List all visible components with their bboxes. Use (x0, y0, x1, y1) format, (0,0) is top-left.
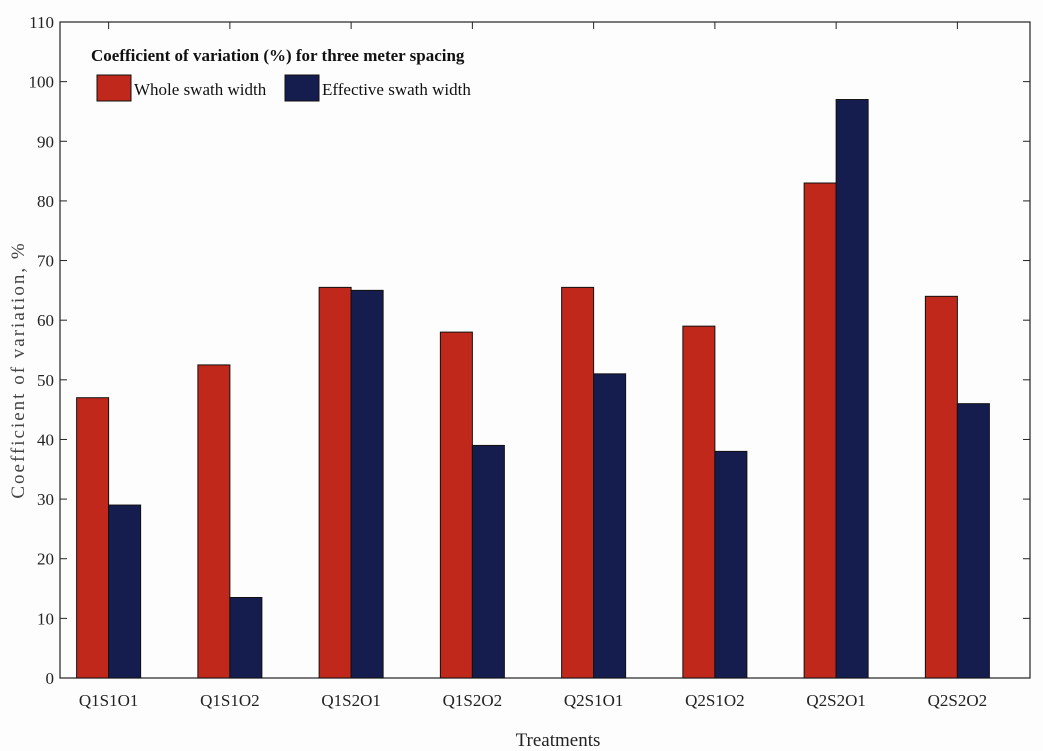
legend-swatch-whole (96, 74, 132, 102)
x-axis-label: Treatments (516, 730, 601, 751)
x-tick-label: Q1S2O1 (321, 691, 381, 710)
bar-effective-swath (714, 450, 748, 679)
y-axis-label: Coefficient of variation, % (8, 241, 29, 498)
bar-whole-swath (803, 182, 837, 679)
x-tick-label: Q2S2O1 (806, 691, 866, 710)
bar-effective-swath (593, 373, 627, 679)
x-tick-label: Q2S2O2 (928, 691, 988, 710)
legend-label-effective: Effective swath width (322, 80, 471, 99)
y-tick-label: 30 (37, 490, 54, 509)
y-tick-label: 100 (29, 73, 55, 92)
bar-whole-swath (318, 286, 352, 679)
plot-area (59, 21, 1031, 679)
legend-label-whole: Whole swath width (134, 80, 267, 99)
bar-whole-swath (682, 325, 716, 679)
x-tick-label: Q1S1O2 (200, 691, 260, 710)
y-tick-label: 110 (29, 13, 54, 32)
y-tick-label: 80 (37, 192, 54, 211)
legend-swatch-effective (284, 74, 320, 102)
legend-title: Coefficient of variation (%) for three m… (91, 46, 465, 65)
y-tick-label: 10 (37, 609, 54, 628)
x-tick-label: Q1S1O1 (79, 691, 139, 710)
y-tick-label: 20 (37, 550, 54, 569)
y-tick-label: 70 (37, 252, 54, 271)
y-tick-label: 60 (37, 311, 54, 330)
y-tick-label: 50 (37, 371, 54, 390)
bar-effective-swath (229, 596, 263, 679)
bar-whole-swath (76, 397, 110, 679)
bars-group (76, 99, 990, 679)
bar-whole-swath (561, 286, 595, 679)
x-axis: Q1S1O1 Q1S1O2 Q1S2O1 Q1S2O2 Q2S1O1 Q2S1O2 Q2S2… (79, 22, 987, 710)
x-tick-label: Q2S1O2 (685, 691, 745, 710)
bar-whole-swath (924, 295, 958, 679)
bar-effective-swath (471, 444, 505, 679)
bar-effective-swath (956, 403, 990, 679)
bar-whole-swath (197, 364, 231, 679)
bar-whole-swath (439, 331, 473, 679)
legend: Coefficient of variation (%) for three m… (91, 46, 471, 102)
y-tick-label: 0 (46, 669, 55, 688)
bar-effective-swath (835, 99, 869, 679)
x-tick-label: Q1S2O2 (443, 691, 503, 710)
y-tick-label: 40 (37, 430, 54, 449)
y-tick-label: 90 (37, 132, 54, 151)
x-tick-label: Q2S1O1 (564, 691, 624, 710)
plot-border (59, 21, 1031, 679)
bar-effective-swath (108, 504, 142, 679)
y-axis: 0 10 20 30 40 50 60 70 80 90 100 110 (29, 13, 1030, 688)
bar-effective-swath (350, 289, 384, 679)
